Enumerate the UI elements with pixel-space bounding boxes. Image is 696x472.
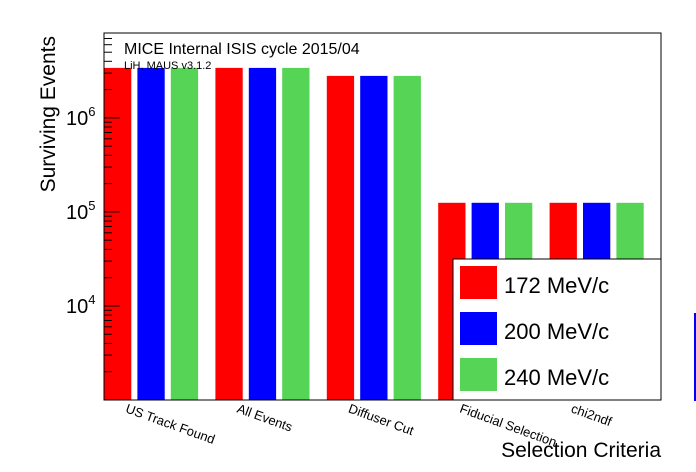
legend-label: 240 MeV/c — [504, 365, 609, 390]
y-axis-title: Surviving Events — [37, 36, 60, 192]
bar — [215, 67, 243, 401]
legend-label: 200 MeV/c — [504, 319, 609, 344]
chart-subtitle: LiH, MAUS v3.1.2 — [124, 60, 211, 72]
legend-swatch — [460, 358, 497, 391]
chart-title: MICE Internal ISIS cycle 2015/04 — [124, 41, 360, 58]
edge-fragment — [694, 313, 696, 401]
legend-swatch — [460, 266, 497, 299]
x-category-label: US Track Found — [124, 401, 217, 447]
legend-label: 172 MeV/c — [504, 273, 609, 298]
x-category-label: All Events — [235, 401, 295, 435]
legend-swatch — [460, 312, 497, 345]
y-tick-label: 104 — [66, 292, 95, 318]
y-tick-label: 105 — [66, 198, 95, 224]
bar — [393, 75, 421, 401]
x-axis-title: Selection Criteria — [501, 439, 661, 462]
x-category-label: chi2ndf — [569, 401, 614, 430]
bar — [360, 75, 388, 401]
bar — [282, 67, 310, 401]
y-axis: 104 105 106 — [66, 32, 120, 401]
bar — [248, 67, 277, 401]
bar — [170, 67, 199, 401]
bar — [326, 75, 355, 401]
x-category-label: Diffuser Cut — [346, 401, 416, 439]
bar — [137, 67, 165, 401]
legend: 172 MeV/c 200 MeV/c 240 MeV/c — [452, 258, 662, 401]
bar — [104, 67, 132, 401]
y-tick-label: 106 — [66, 104, 95, 130]
